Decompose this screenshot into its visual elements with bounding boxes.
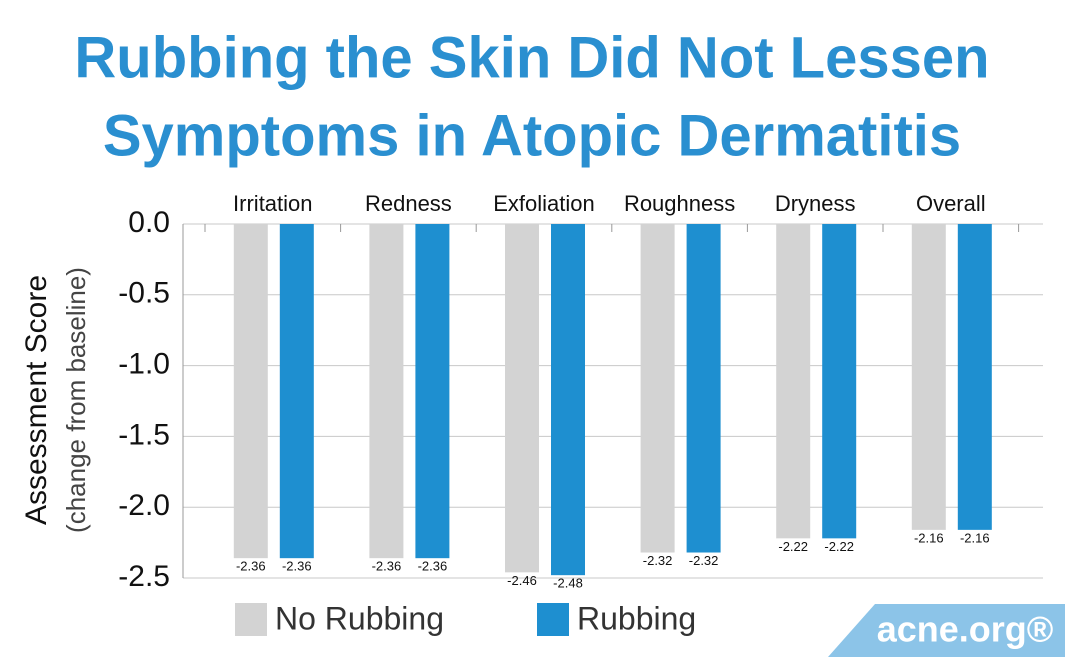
bar [822,224,857,539]
data-label: -2.32 [643,553,673,568]
data-label: -2.22 [778,539,808,554]
bar [233,224,268,559]
legend-label: Rubbing [577,600,696,636]
bar [505,224,539,573]
data-label: -2.22 [824,539,854,554]
y-axis-subtitle: (change from baseline) [61,267,91,533]
x-tick-label: Exfoliation [493,191,595,216]
bar [369,224,404,559]
x-tick-label: Roughness [624,191,735,216]
data-label: -2.36 [282,559,312,574]
data-label: -2.36 [418,559,448,574]
x-tick-label: Irritation [233,191,312,216]
x-tick-label: Overall [916,191,986,216]
logo: acne.org® [877,609,1054,650]
bar [957,224,992,530]
data-label: -2.46 [507,573,537,588]
bar [279,224,314,559]
bar [415,224,450,559]
data-label: -2.36 [236,559,266,574]
bar [551,224,585,576]
data-label: -2.48 [553,576,583,591]
data-label: -2.16 [960,530,990,545]
legend-swatch [537,603,569,636]
bar [686,224,721,553]
y-tick-label: -0.5 [118,277,170,310]
y-tick-label: 0.0 [128,206,170,239]
x-tick-label: Redness [365,191,452,216]
legend-label: No Rubbing [275,600,444,636]
y-tick-label: -2.5 [118,560,170,593]
bar [911,224,946,530]
logo-banner [828,604,1065,657]
chart-title: Symptoms in Atopic Dermatitis [103,103,961,168]
data-label: -2.32 [689,553,719,568]
y-tick-label: -1.5 [118,418,170,451]
bar [640,224,675,553]
bar [776,224,811,539]
data-label: -2.16 [914,530,944,545]
y-axis-title: Assessment Score [20,275,53,525]
chart-title: Rubbing the Skin Did Not Lessen [74,25,989,90]
y-tick-label: -1.0 [118,348,170,381]
y-tick-label: -2.0 [118,489,170,522]
data-label: -2.36 [372,559,402,574]
legend-swatch [235,603,267,636]
x-tick-label: Dryness [775,191,856,216]
